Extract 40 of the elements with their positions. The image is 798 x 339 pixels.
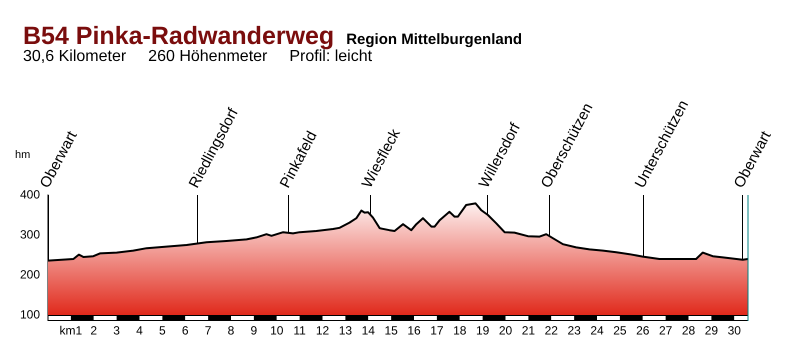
x-tick-label: 5 — [159, 324, 166, 338]
x-tick-label: 11 — [293, 324, 306, 338]
x-tick-label: 22 — [544, 324, 558, 338]
x-tick-label: 3 — [113, 324, 120, 338]
text: Profil: leicht — [289, 48, 372, 65]
text: 30,6 Kilometer — [23, 48, 126, 65]
x-tick-label: 23 — [567, 324, 582, 338]
y-tick-label: 300 — [20, 227, 40, 242]
chart-subtitle: Region Mittelburgenland — [346, 31, 522, 48]
x-tick-label: 28 — [682, 324, 696, 338]
x-tick-label: 17 — [430, 324, 444, 338]
x-tick-label: 25 — [613, 324, 627, 338]
x-tick-label: 13 — [338, 324, 352, 338]
y-tick-label: 400 — [20, 187, 40, 202]
x-tick-label: 14 — [362, 324, 376, 338]
x-tick-label: 26 — [636, 324, 650, 338]
x-tick-label: 10 — [270, 324, 284, 338]
text: 260 Höhenmeter — [148, 48, 268, 65]
x-tick-label: km1 — [60, 324, 83, 338]
y-tick-label: 200 — [20, 267, 40, 282]
x-tick-label: 7 — [204, 324, 212, 338]
x-tick-label: 20 — [498, 324, 513, 338]
x-tick-label: 27 — [658, 324, 673, 338]
x-tick-label: 8 — [228, 324, 235, 338]
x-tick-label: 9 — [250, 324, 258, 338]
y-axis-title: hm — [15, 149, 30, 162]
x-tick-label: 24 — [590, 324, 604, 338]
x-tick-label: 6 — [182, 324, 189, 338]
x-tick-label: 29 — [704, 324, 718, 338]
x-tick-label: 12 — [316, 324, 330, 338]
chart-title: B54 Pinka-Radwanderweg — [23, 22, 334, 50]
y-tick-label: 100 — [20, 307, 40, 322]
x-tick-label: 4 — [136, 324, 144, 338]
x-tick-label: 21 — [522, 324, 536, 338]
x-tick-label: 15 — [384, 324, 398, 338]
x-tick-label: 16 — [407, 324, 422, 338]
x-tick-label: 18 — [453, 324, 467, 338]
x-tick-label: 30 — [728, 324, 742, 338]
x-tick-label: 19 — [476, 324, 490, 338]
x-tick-label: 2 — [90, 324, 98, 338]
